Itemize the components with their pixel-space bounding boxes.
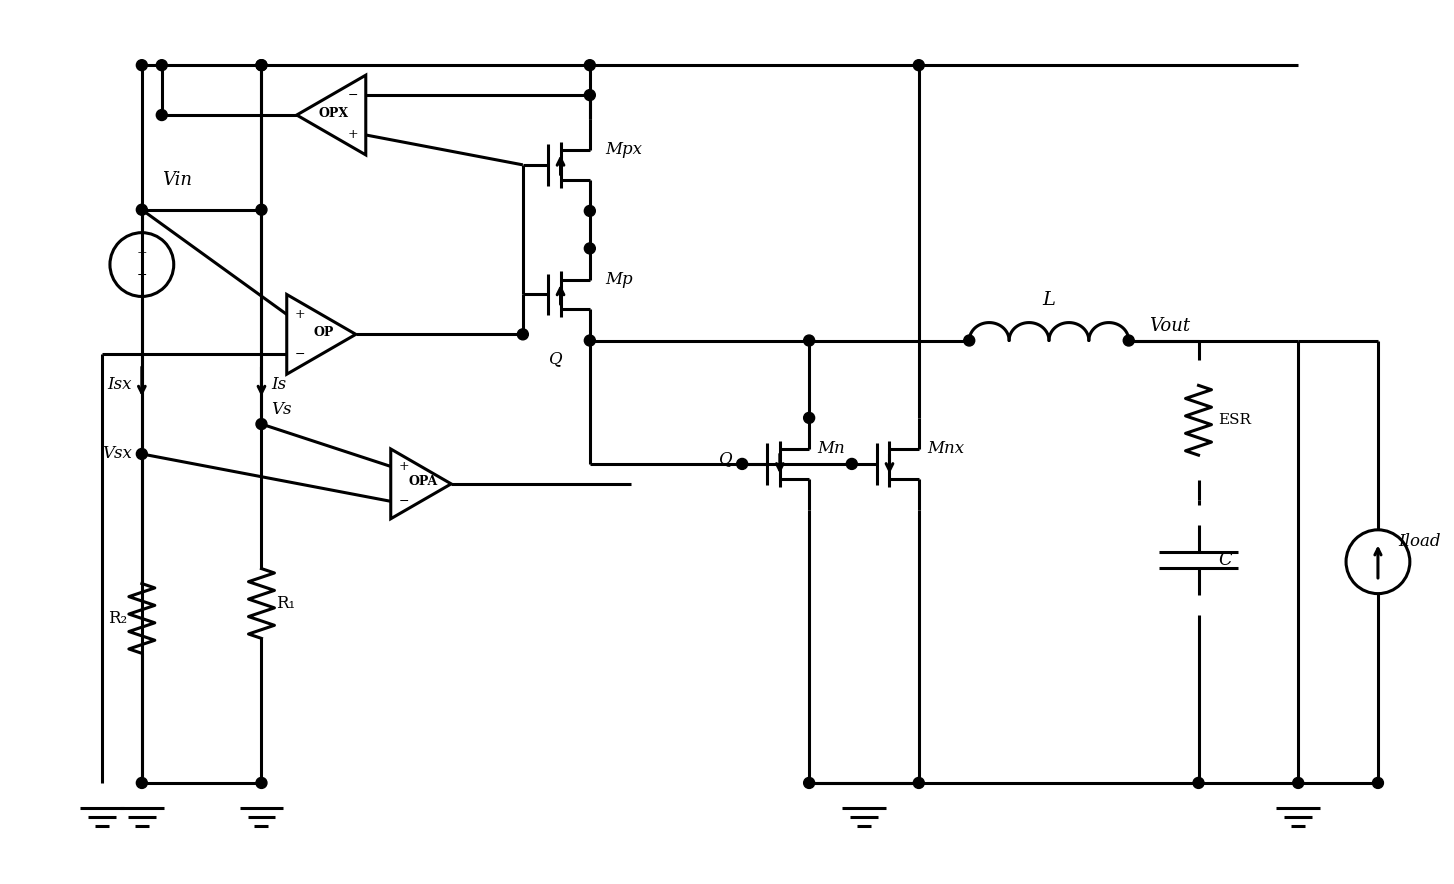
Text: −: − — [398, 495, 409, 507]
Circle shape — [585, 205, 595, 217]
Text: Q: Q — [548, 350, 563, 368]
Circle shape — [137, 204, 147, 215]
Text: OPX: OPX — [318, 107, 349, 119]
Text: ESR: ESR — [1218, 413, 1252, 427]
Circle shape — [256, 777, 268, 789]
Text: −: − — [348, 88, 358, 102]
Text: Vs: Vs — [272, 400, 292, 417]
Circle shape — [256, 204, 268, 215]
Text: L: L — [1043, 291, 1056, 309]
Circle shape — [518, 329, 528, 339]
Text: R₂: R₂ — [108, 610, 126, 627]
Circle shape — [1194, 777, 1204, 789]
Text: OP: OP — [313, 326, 333, 339]
Circle shape — [137, 60, 147, 71]
Circle shape — [737, 459, 747, 469]
Text: Mnx: Mnx — [926, 440, 964, 458]
Text: Iload: Iload — [1397, 533, 1441, 550]
Text: OPA: OPA — [409, 476, 438, 488]
Circle shape — [1293, 777, 1304, 789]
Text: R₁: R₁ — [276, 595, 295, 612]
Circle shape — [913, 60, 925, 71]
Text: Isx: Isx — [108, 376, 132, 392]
Text: +: + — [294, 308, 305, 321]
Text: Vin: Vin — [161, 171, 192, 189]
Circle shape — [585, 243, 595, 254]
Circle shape — [1373, 777, 1383, 789]
Text: Mpx: Mpx — [605, 141, 641, 158]
Circle shape — [1124, 335, 1134, 346]
Circle shape — [964, 335, 974, 346]
Circle shape — [585, 335, 595, 346]
Text: Mp: Mp — [605, 271, 632, 288]
Text: +: + — [398, 460, 409, 473]
Circle shape — [804, 777, 814, 789]
Circle shape — [137, 777, 147, 789]
Text: Vsx: Vsx — [102, 446, 132, 462]
Text: Vout: Vout — [1149, 316, 1189, 334]
Circle shape — [256, 60, 268, 71]
Circle shape — [585, 89, 595, 101]
Circle shape — [256, 418, 268, 430]
Text: +: + — [137, 248, 147, 260]
Circle shape — [137, 448, 147, 460]
Text: Mn: Mn — [817, 440, 845, 458]
Circle shape — [846, 459, 858, 469]
Text: +: + — [348, 128, 358, 141]
Circle shape — [804, 413, 814, 423]
Circle shape — [156, 110, 167, 120]
Text: Q: Q — [718, 451, 733, 468]
Circle shape — [913, 777, 925, 789]
Text: −: − — [295, 347, 305, 361]
Circle shape — [585, 60, 595, 71]
Circle shape — [804, 335, 814, 346]
Text: C: C — [1218, 551, 1232, 568]
Text: −: − — [137, 269, 147, 282]
Circle shape — [156, 60, 167, 71]
Text: Is: Is — [272, 376, 286, 392]
Circle shape — [256, 60, 268, 71]
